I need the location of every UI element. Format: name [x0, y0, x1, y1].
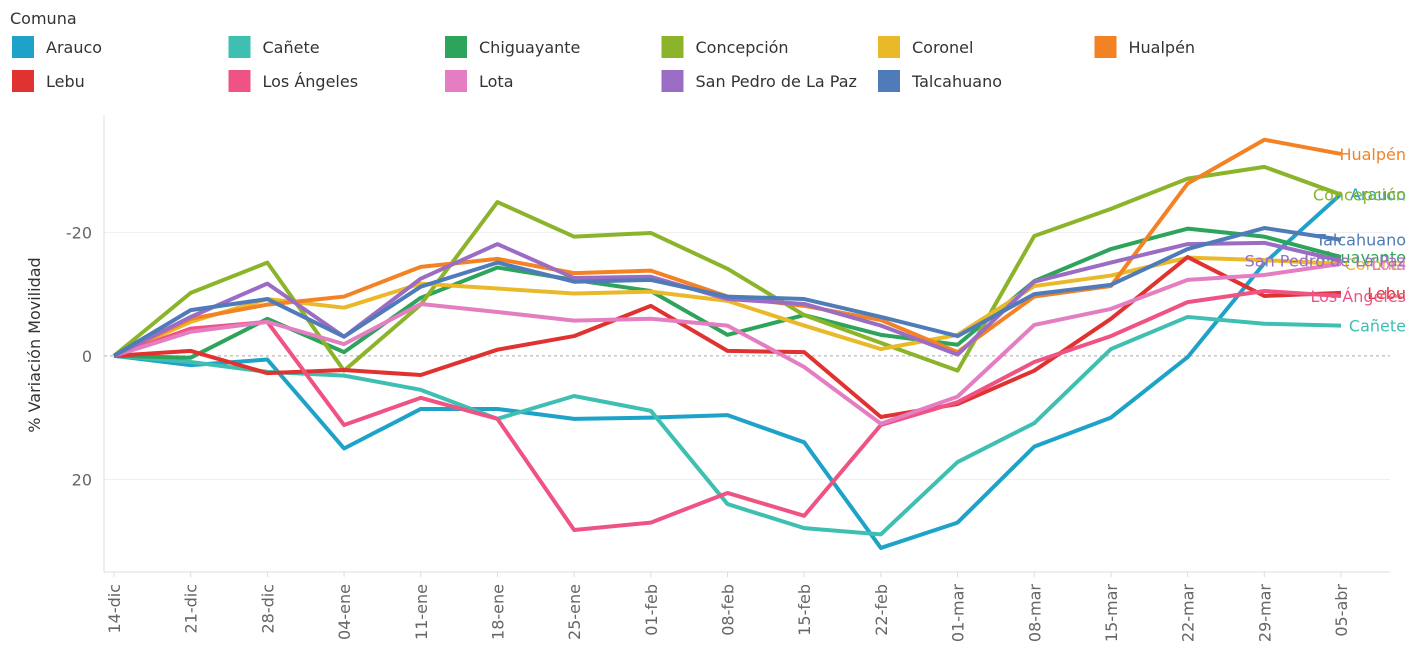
- legend-swatch: [878, 36, 900, 58]
- x-tick-label: 01-mar: [949, 584, 968, 643]
- legend-label: Lebu: [46, 72, 85, 91]
- x-tick-label: 28-dic: [258, 584, 277, 634]
- x-tick-label: 29-mar: [1255, 584, 1274, 643]
- legend-swatch: [12, 36, 34, 58]
- x-tick-label: 04-ene: [335, 584, 354, 640]
- x-tick-label: 08-mar: [1025, 584, 1044, 643]
- x-tick-label: 18-ene: [488, 584, 507, 640]
- end-label: Arauco: [1350, 185, 1406, 204]
- x-tick-label: 14-dic: [105, 584, 124, 634]
- line: [113, 137, 1342, 358]
- line: [113, 261, 1342, 426]
- x-tick-label: 25-ene: [565, 584, 584, 640]
- legend-label: Talcahuano: [911, 72, 1002, 91]
- legend-swatch: [445, 36, 467, 58]
- legend-swatch: [12, 70, 34, 92]
- line: [113, 289, 1342, 533]
- legend-swatch: [228, 36, 251, 58]
- x-tick-label: 15-mar: [1102, 584, 1121, 643]
- legend-swatch: [1094, 36, 1117, 58]
- legend-swatch: [878, 70, 900, 92]
- y-axis-label: % Variación Movilidad: [25, 257, 44, 432]
- legend-label: Hualpén: [1129, 38, 1196, 57]
- line: [113, 192, 1343, 550]
- end-label: Lota: [1372, 255, 1407, 274]
- end-label: Cañete: [1349, 317, 1406, 336]
- end-label: Concepción: [1313, 186, 1406, 205]
- legend-label: Los Ángeles: [263, 72, 359, 91]
- end-label: Hualpén: [1339, 145, 1406, 164]
- end-label: Lebu: [1367, 284, 1406, 303]
- end-label: Los Ángeles: [1310, 287, 1406, 306]
- legend-swatch: [228, 70, 251, 92]
- line: [113, 240, 1342, 358]
- y-tick-label: -20: [66, 223, 92, 242]
- legend-swatch: [661, 36, 684, 58]
- legend-swatch: [445, 70, 467, 92]
- x-tick-label: 01-feb: [642, 584, 661, 636]
- x-tick-label: 05-abr: [1332, 584, 1351, 637]
- legend-label: San Pedro de La Paz: [696, 72, 857, 91]
- legend-swatch: [661, 70, 684, 92]
- legend-label: Lota: [479, 72, 514, 91]
- end-label: Coronel: [1345, 255, 1406, 274]
- end-label: Talcahuano: [1315, 231, 1406, 250]
- legend-label: Coronel: [912, 38, 973, 57]
- legend-title: Comuna: [10, 9, 77, 28]
- x-tick-label: 15-feb: [795, 584, 814, 636]
- line: [113, 226, 1342, 360]
- x-tick-label: 22-mar: [1179, 584, 1198, 643]
- y-tick-label: 0: [82, 347, 92, 366]
- y-tick-label: 20: [72, 470, 92, 489]
- line: [113, 314, 1342, 537]
- x-tick-label: 22-feb: [872, 584, 891, 636]
- x-tick-label: 11-ene: [412, 584, 431, 640]
- line: [112, 164, 1342, 373]
- legend-label: Concepción: [696, 38, 789, 57]
- legend-label: Cañete: [263, 38, 320, 57]
- legend-label: Arauco: [46, 38, 102, 57]
- x-tick-label: 21-dic: [182, 584, 201, 634]
- legend-label: Chiguayante: [479, 38, 580, 57]
- end-label: San Pedro de La Paz: [1245, 252, 1406, 271]
- line: [112, 226, 1342, 358]
- x-tick-label: 08-feb: [719, 584, 738, 636]
